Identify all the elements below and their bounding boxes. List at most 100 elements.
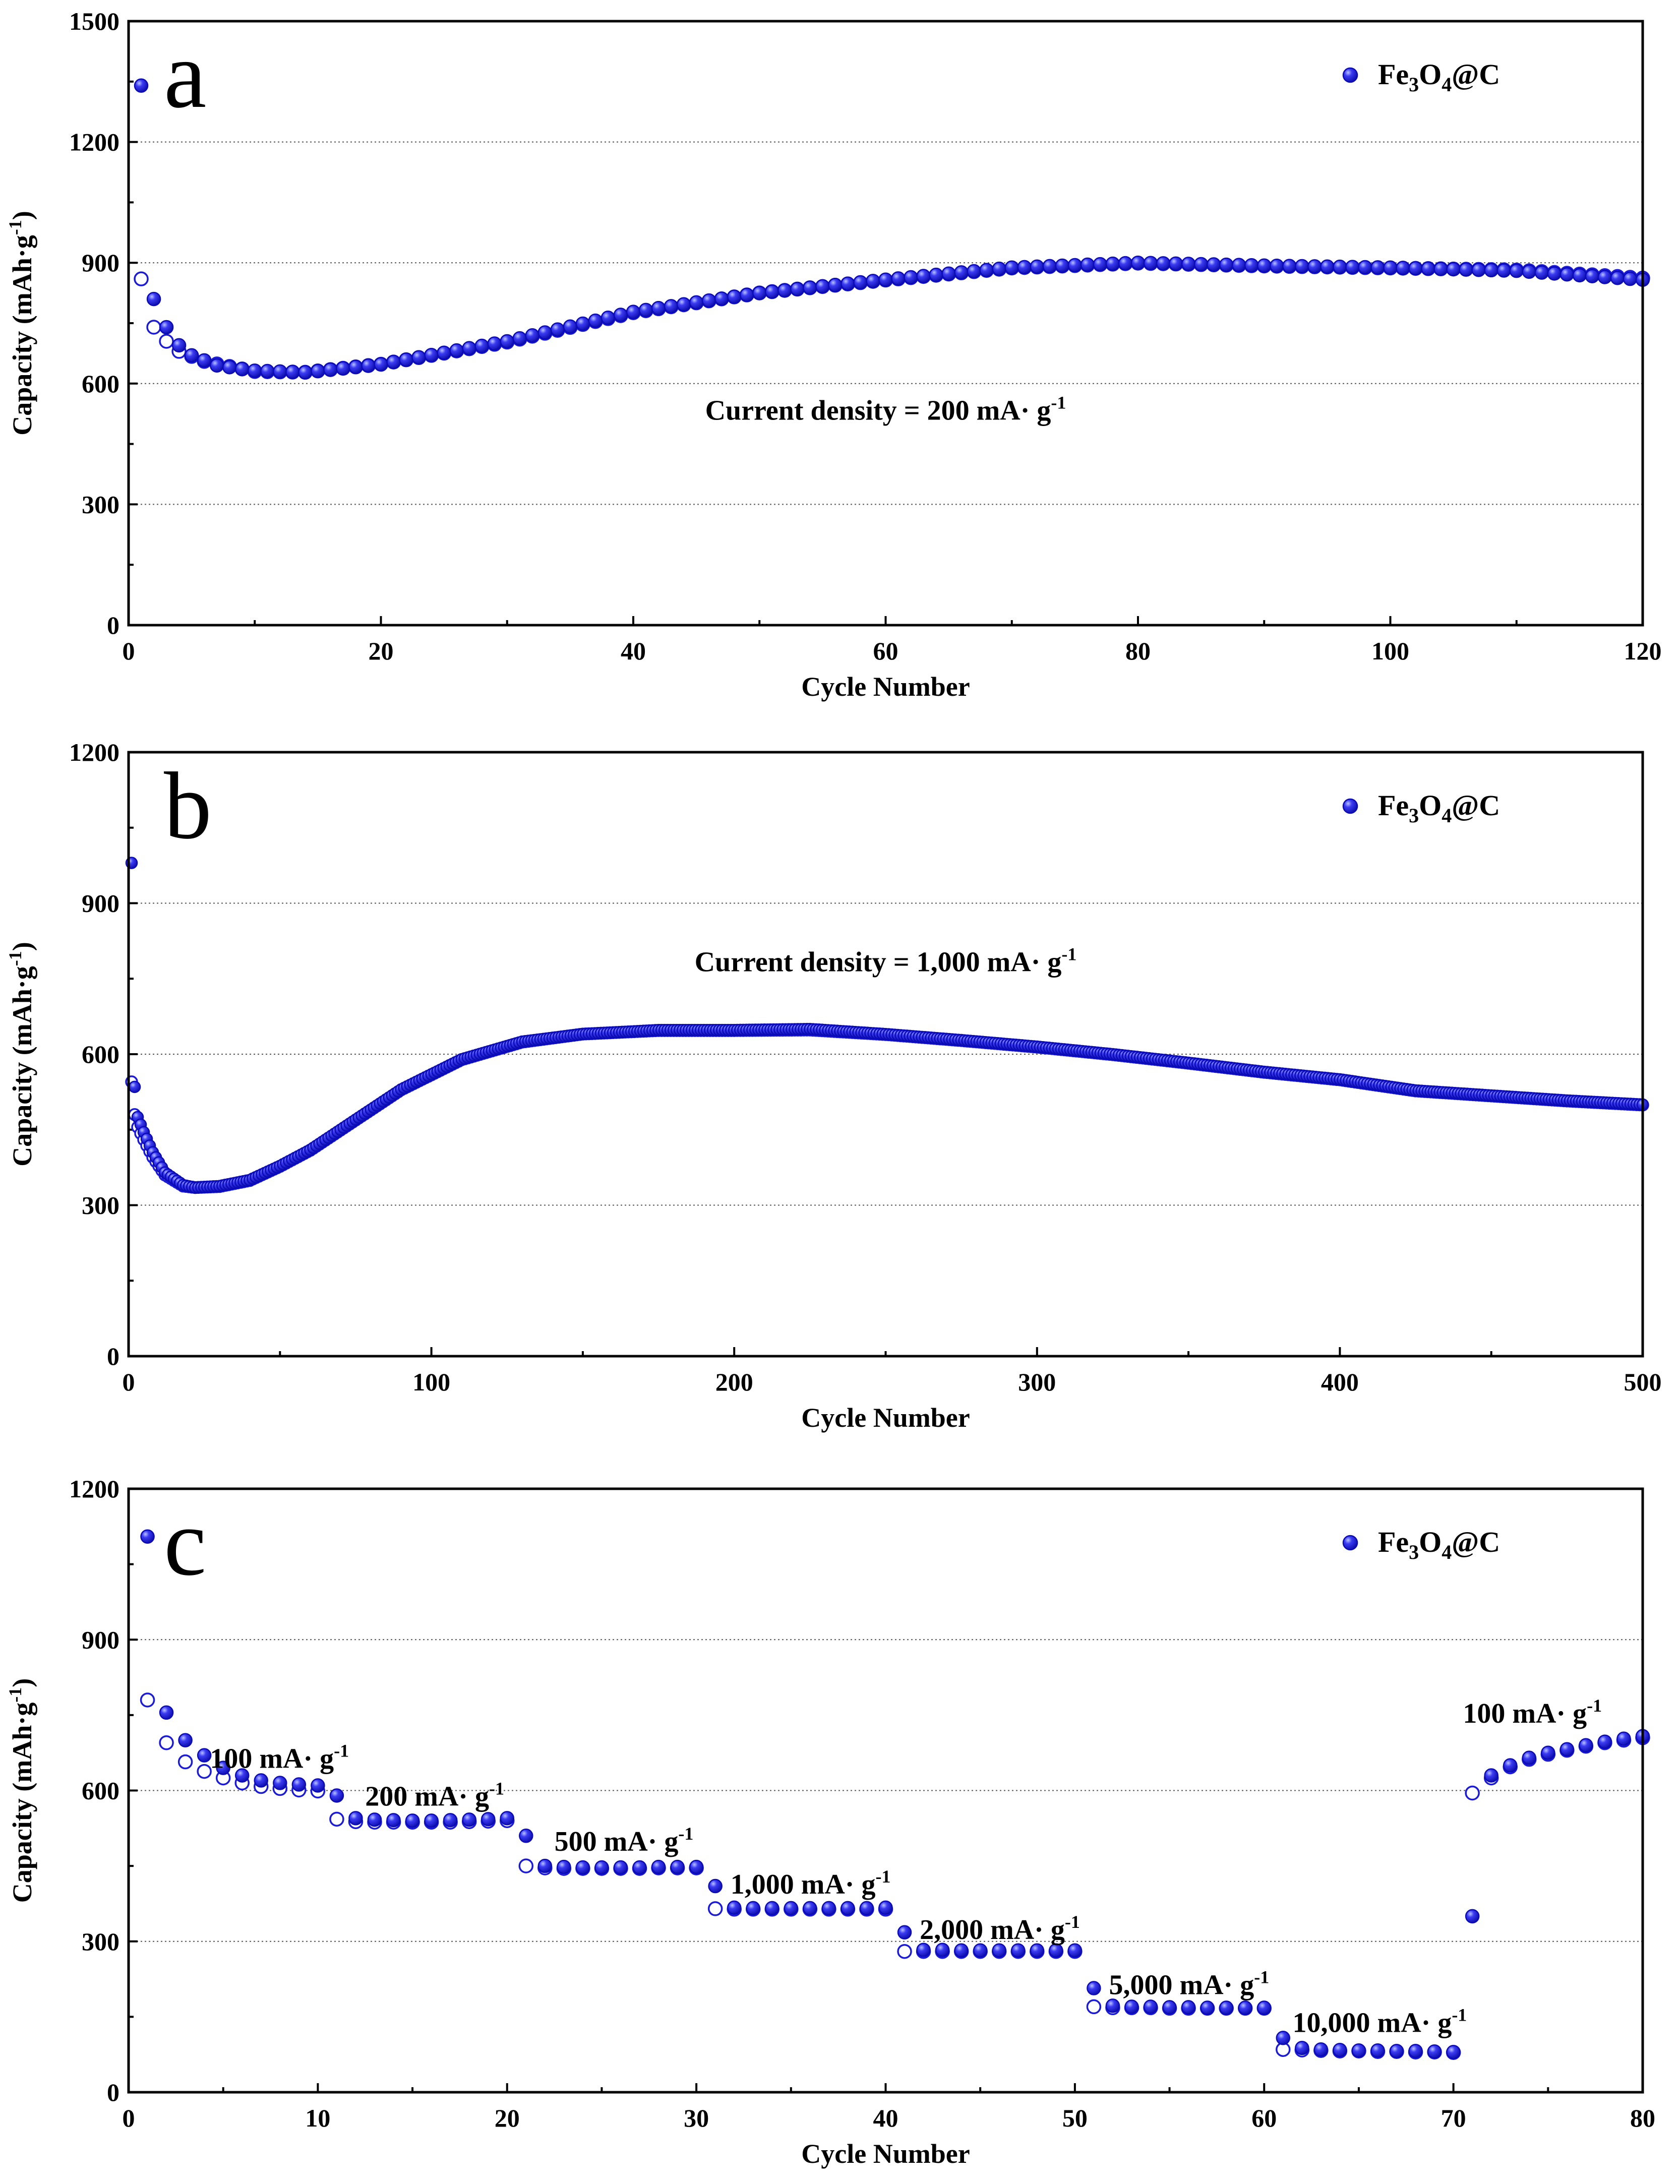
discharge-point [676,297,691,312]
discharge-point [1276,2031,1291,2045]
discharge-point [651,300,666,316]
legend-marker [1342,798,1358,814]
discharge-point [197,353,212,368]
discharge-point [1446,2044,1461,2059]
discharge-point [1219,2000,1234,2015]
discharge-point [405,1813,420,1828]
discharge-point [878,272,893,287]
discharge-point [386,1813,401,1828]
discharge-point [537,325,553,340]
discharge-point [537,1858,553,1873]
y-axis-title: Capacity (mAh·g-1) [5,1678,37,1903]
discharge-point [462,1812,476,1827]
discharge-point [323,362,338,377]
current-density-label: 10,000 mA· g-1 [1293,2005,1467,2038]
discharge-point [632,1860,647,1875]
discharge-point [1030,1943,1045,1958]
discharge-point [714,291,729,306]
discharge-point [954,265,969,280]
discharge-point [841,1901,855,1916]
charge-point [518,1858,534,1873]
legend-label: Fe3O4@C [1378,1526,1500,1563]
current-density-label: 2,000 mA· g-1 [920,1912,1080,1946]
discharge-point [1421,261,1435,276]
plot-frame [127,751,1644,1358]
discharge-point [1219,257,1234,272]
charge-point [159,1735,174,1750]
y-tick-label: 1200 [69,1475,119,1503]
x-tick-label: 10 [305,2104,330,2132]
discharge-point [821,1901,836,1916]
discharge-point [784,1901,799,1916]
discharge-point [904,270,918,285]
discharge-point [1257,2000,1272,2015]
discharge-point [254,1773,269,1788]
discharge-point [1541,1745,1555,1760]
plot-frame [127,1487,1644,2094]
discharge-point [291,1777,307,1792]
data-points [134,78,1650,380]
x-tick-label: 100 [1371,637,1409,665]
y-tick-label: 900 [82,889,119,918]
discharge-point [575,1860,590,1875]
discharge-point [1087,1981,1101,1995]
panel-c: 0 300 600 900 1200 0 10 20 30 40 50 60 70 80 Cycle Num… [5,1475,1655,2169]
discharge-point [1408,261,1423,276]
discharge-point [159,1705,174,1720]
x-tick-label: 80 [1630,2104,1655,2132]
y-tick-label: 1500 [69,7,119,35]
discharge-point [248,363,262,378]
discharge-point [1610,270,1625,285]
current-density-label: Current density = 200 mA· g-1 [705,393,1066,427]
y-tick-label: 1200 [69,128,119,156]
discharge-point [1295,259,1309,274]
discharge-point [878,1900,893,1915]
discharge-point [184,348,199,363]
discharge-point [443,1813,458,1828]
charge-point [159,334,174,349]
discharge-point [348,1811,363,1826]
discharge-point [1522,264,1537,279]
discharge-point [209,358,224,373]
x-tick-label: 300 [1018,1368,1056,1396]
discharge-point [594,1860,609,1875]
discharge-point [1616,1731,1631,1746]
discharge-point [1244,258,1259,273]
charge-point [146,320,161,335]
discharge-point [1130,255,1146,270]
discharge-point [746,1901,760,1916]
legend-label: Fe3O4@C [1378,789,1500,827]
x-tick-label: 0 [123,2104,135,2132]
discharge-point [1370,260,1385,275]
discharge-point [651,1859,666,1874]
discharge-point [1162,2000,1177,2015]
discharge-point [197,1748,212,1763]
discharge-point [1484,1768,1498,1783]
discharge-point [613,1860,628,1875]
discharge-point [1465,1909,1480,1924]
discharge-point [1105,1998,1120,2013]
discharge-point [916,1943,931,1957]
panel-letter: a [164,22,206,128]
charge-point [197,1764,212,1779]
discharge-point [216,1761,230,1775]
discharge-point [727,289,742,304]
discharge-point [1559,1742,1575,1756]
discharge-point [1282,259,1297,273]
discharge-point [1358,260,1372,275]
charge-point [134,271,149,286]
discharge-point [178,1733,193,1747]
discharge-point [1200,2000,1215,2015]
charge-point [177,1754,193,1770]
discharge-point [512,331,527,346]
discharge-point [1206,257,1221,272]
discharge-point [1522,1750,1537,1765]
discharge-point [234,1768,250,1783]
discharge-point [1181,257,1196,271]
discharge-point [348,359,363,375]
x-tick-label: 120 [1624,637,1662,665]
discharge-point [273,364,287,379]
discharge-point [424,348,439,362]
discharge-point [367,1812,382,1827]
x-tick-label: 100 [412,1368,450,1396]
